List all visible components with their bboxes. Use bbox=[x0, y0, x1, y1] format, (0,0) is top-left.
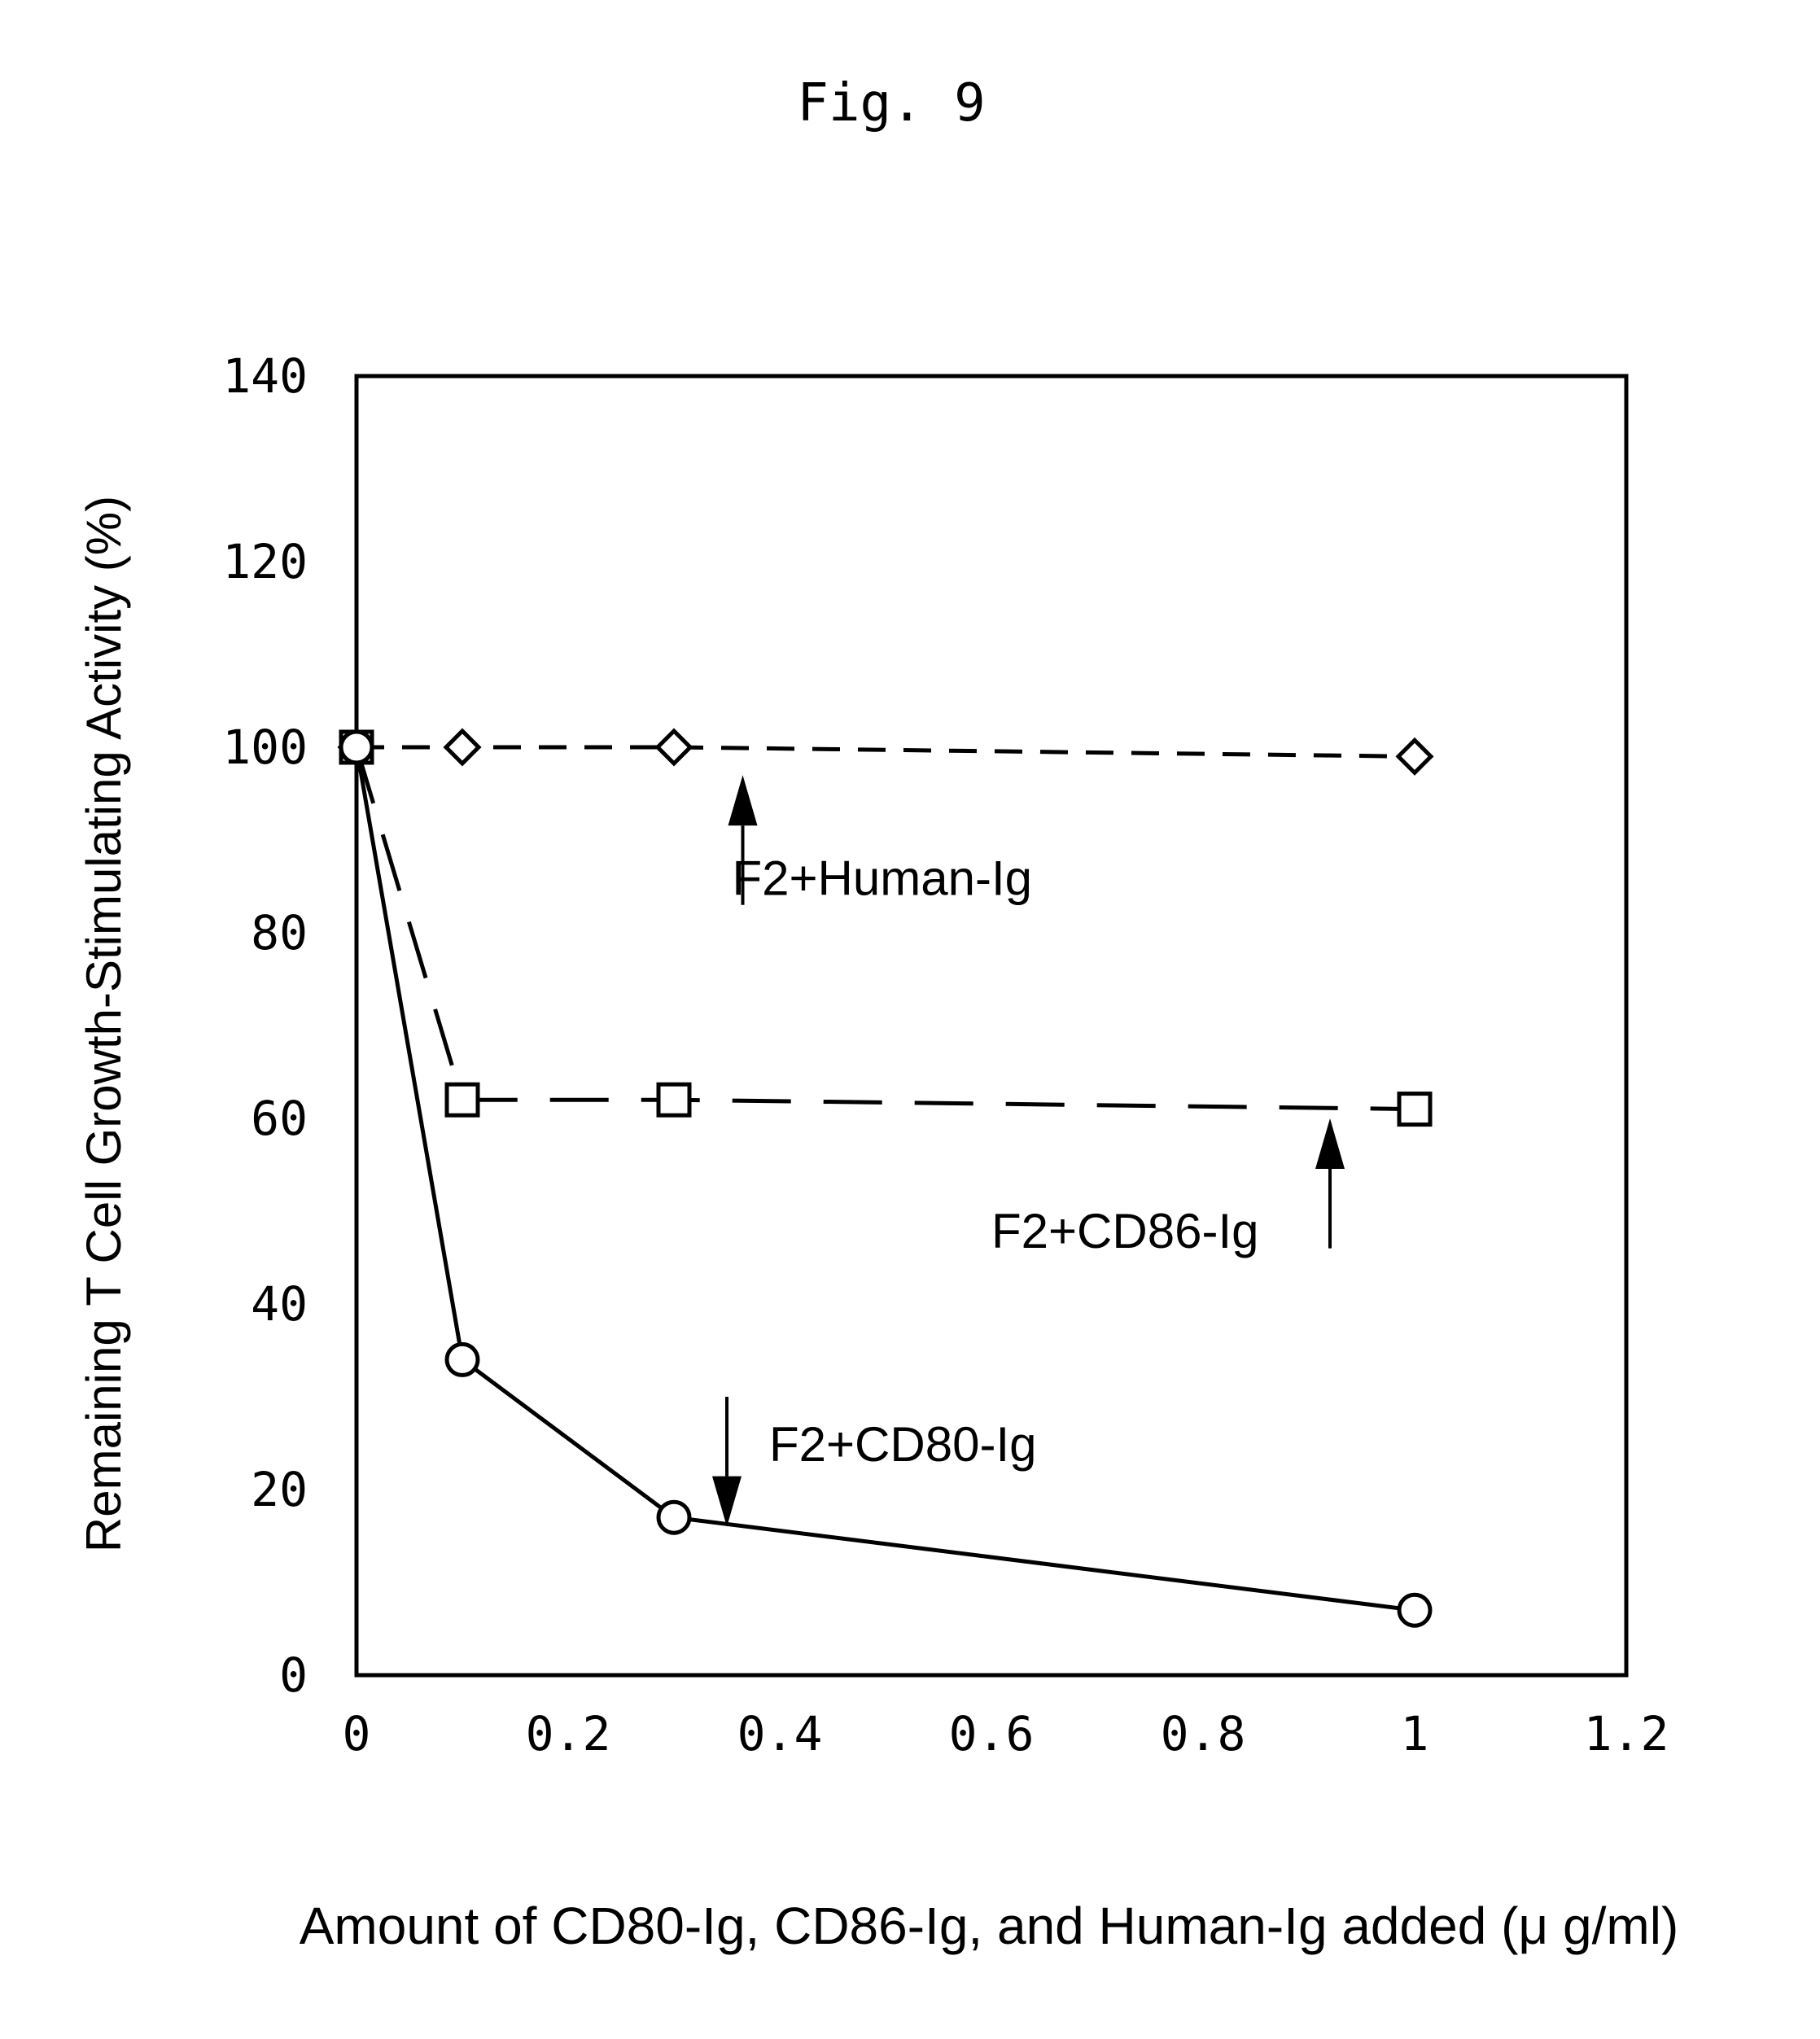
x-axis-label: Amount of CD80-Ig, CD86-Ig, and Human-Ig… bbox=[300, 1897, 1679, 1955]
arrow-head bbox=[728, 775, 758, 826]
data-point-circle bbox=[656, 1499, 692, 1535]
y-tick-label: 0 bbox=[279, 1647, 308, 1703]
y-axis-label: Remaining T Cell Growth-Stimulating Acti… bbox=[77, 496, 131, 1552]
data-point-diamond bbox=[1395, 737, 1434, 776]
y-tick-label: 60 bbox=[251, 1091, 308, 1146]
data-point-circle bbox=[444, 1341, 480, 1377]
series-label-f2-human-ig: F2+Human-Ig bbox=[733, 851, 1033, 906]
data-point-diamond bbox=[654, 728, 693, 767]
series-label-f2-cd86-ig: F2+CD86-Ig bbox=[991, 1204, 1258, 1258]
data-point-square bbox=[656, 1082, 692, 1118]
series-line-f2-cd86-ig bbox=[354, 746, 1415, 1112]
data-point-circle bbox=[1397, 1592, 1433, 1628]
series-label-f2-cd80-ig: F2+CD80-Ig bbox=[769, 1417, 1036, 1472]
series-line-f2-cd80-ig bbox=[354, 746, 1415, 1612]
x-tick-label: 0.4 bbox=[737, 1706, 823, 1761]
y-tick-label: 140 bbox=[222, 348, 308, 404]
data-point-square bbox=[1397, 1092, 1433, 1127]
arrow-head bbox=[712, 1476, 742, 1527]
series-annotations: F2+Human-Ig F2+CD86-Ig F2+CD80-Ig bbox=[712, 775, 1345, 1527]
x-tick-label: 0.6 bbox=[949, 1706, 1035, 1761]
series-line-f2-human-ig bbox=[357, 745, 1415, 759]
y-tick-label: 20 bbox=[251, 1462, 308, 1517]
plot-frame bbox=[354, 374, 1629, 1678]
series-markers bbox=[337, 728, 1434, 1628]
x-tick-label: 1 bbox=[1401, 1706, 1429, 1761]
y-tick-label: 40 bbox=[251, 1276, 308, 1332]
y-tick-label: 120 bbox=[222, 534, 308, 589]
x-axis-tick-labels: 0 0.2 0.4 0.6 0.8 1 1.2 bbox=[343, 1706, 1669, 1761]
y-axis-tick-labels: 0 20 40 60 80 100 120 140 bbox=[222, 348, 308, 1703]
series-lines bbox=[354, 745, 1415, 1612]
y-tick-label: 80 bbox=[251, 905, 308, 960]
arrow-head bbox=[1315, 1118, 1345, 1169]
x-tick-label: 0.2 bbox=[526, 1706, 611, 1761]
data-point-diamond bbox=[443, 728, 482, 767]
y-tick-label: 100 bbox=[222, 720, 308, 775]
data-point-square bbox=[444, 1082, 480, 1118]
x-tick-label: 0 bbox=[343, 1706, 371, 1761]
data-point-circle bbox=[339, 729, 374, 765]
figure-label: Fig. 9 bbox=[797, 73, 985, 133]
x-tick-label: 0.8 bbox=[1161, 1706, 1246, 1761]
x-tick-label: 1.2 bbox=[1584, 1706, 1669, 1761]
